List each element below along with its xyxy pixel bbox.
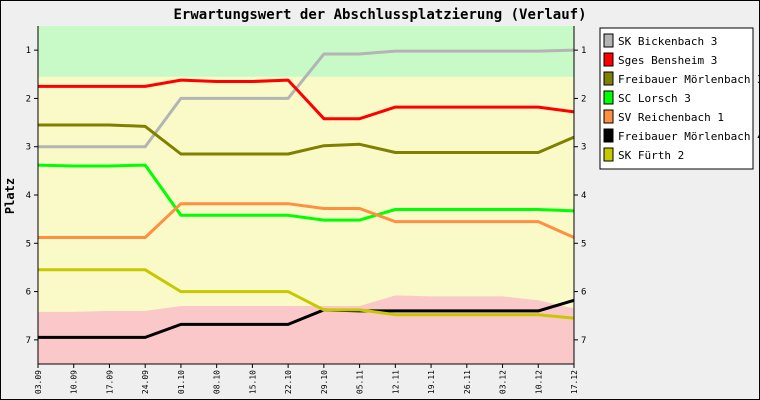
series-line-3 (37, 163, 575, 222)
y-tick-label-right: 6 (581, 288, 586, 298)
legend-swatch-5 (603, 128, 614, 143)
y-axis-label: Platz (3, 178, 17, 214)
y-tick-label-left: 4 (26, 191, 31, 201)
zone-promotion (38, 26, 574, 77)
series-group (37, 48, 575, 339)
y-tick-label-right: 1 (581, 46, 586, 56)
legend-label-0: SK Bickenbach 3 (618, 35, 717, 48)
zone-relegation (38, 295, 574, 364)
series-line-1 (38, 78, 575, 121)
y-tick-label-right: 2 (581, 94, 586, 104)
legend-label-1: Sges Bensheim 3 (618, 54, 717, 67)
legend-swatch-0 (603, 33, 614, 48)
series-line-2 (38, 123, 575, 156)
y-tick-label-left: 3 (26, 143, 31, 153)
legend-swatch-6 (603, 147, 614, 162)
legend-label-6: SK Fürth 2 (618, 149, 684, 162)
legend-label-2: Freibauer Mörlenbach 3 (618, 73, 760, 86)
legend-swatch-3 (603, 90, 614, 105)
series-line-6 (38, 268, 575, 320)
y-tick-label-right: 7 (581, 336, 586, 346)
x-tick-label: 19.11 (427, 370, 436, 394)
axes: 1 1 2 2 3 3 4 4 5 5 6 6 7 7 03.09 10.09 17.09 24.09 01.10 0… (26, 26, 586, 394)
x-tick-label: 17.12 (570, 370, 579, 394)
legend: SK Bickenbach 3 Sges Bensheim 3 Freibauer … (599, 27, 760, 170)
x-tick-label: 03.09 (34, 370, 43, 394)
legend-swatch-1 (603, 52, 614, 67)
x-tick-label: 15.10 (248, 370, 257, 394)
x-tick-label: 05.11 (356, 370, 365, 394)
y-tick-label-left: 2 (26, 94, 31, 104)
chart-title: Erwartungswert der Abschlussplatzierung … (173, 7, 586, 23)
x-tick-label: 03.12 (499, 370, 508, 394)
x-tick-label: 01.10 (177, 370, 186, 394)
legend-label-4: SV Reichenbach 1 (618, 111, 724, 124)
y-tick-label-left: 5 (26, 239, 31, 249)
series-line-5 (38, 298, 575, 339)
x-tick-label: 17.09 (106, 370, 115, 394)
legend-box (599, 27, 754, 170)
background-zones (38, 26, 574, 364)
series-line-4 (38, 202, 575, 239)
y-tick-label-right: 4 (581, 191, 586, 201)
x-tick-label: 22.10 (284, 370, 293, 394)
legend-swatch-4 (603, 109, 614, 124)
legend-label-5: Freibauer Mörlenbach 4 (618, 130, 760, 143)
x-tick-label: 12.11 (391, 370, 400, 394)
x-tick-label: 24.09 (141, 370, 150, 394)
y-tick-label-left: 1 (26, 46, 31, 56)
x-tick-label: 10.12 (534, 370, 543, 394)
legend-swatch-2 (603, 71, 614, 86)
y-tick-label-left: 7 (26, 336, 31, 346)
x-tick-label: 08.10 (213, 370, 222, 394)
y-tick-label-right: 3 (581, 143, 586, 153)
x-tick-label: 29.10 (320, 370, 329, 394)
x-tick-label: 26.11 (463, 370, 472, 394)
y-tick-label-left: 6 (26, 288, 31, 298)
series-line-0 (38, 48, 575, 149)
legend-label-3: SC Lorsch 3 (618, 92, 691, 105)
y-tick-label-right: 5 (581, 239, 586, 249)
x-tick-label: 10.09 (70, 370, 79, 394)
